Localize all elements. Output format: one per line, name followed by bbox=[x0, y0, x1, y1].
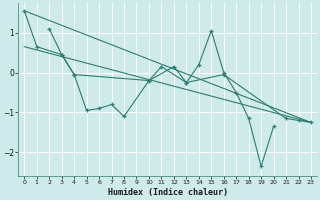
X-axis label: Humidex (Indice chaleur): Humidex (Indice chaleur) bbox=[108, 188, 228, 197]
